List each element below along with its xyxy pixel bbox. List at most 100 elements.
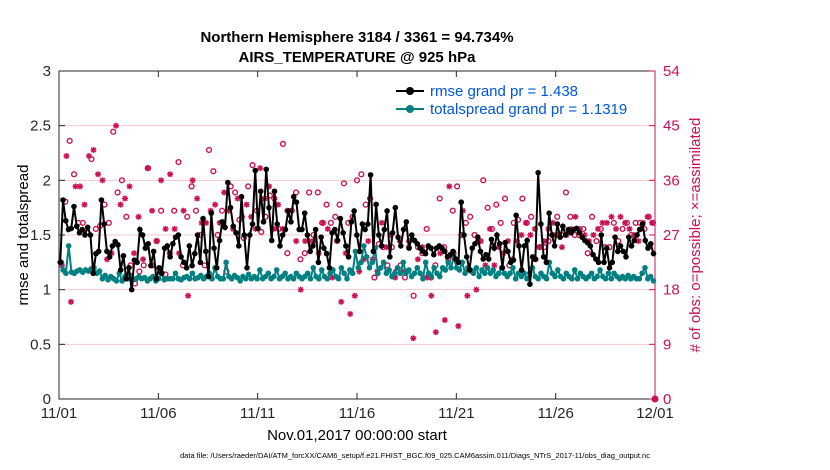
rmse-point <box>79 226 86 233</box>
obs-assimilated-point <box>626 225 633 232</box>
totalspread-point <box>411 270 418 277</box>
rmse-point <box>348 219 355 225</box>
obs-assimilated-point <box>482 262 489 269</box>
rmse-point <box>554 221 561 227</box>
totalspread-point <box>442 267 449 273</box>
rmse-point <box>156 265 162 271</box>
rmse-point <box>560 223 566 230</box>
data-file-footer: data file: /Users/raeder/DAI/ATM_forcXX/… <box>180 451 650 460</box>
rmse-point <box>139 232 146 238</box>
obs-assimilated-point <box>590 232 597 238</box>
obs-possible-point <box>480 177 487 184</box>
rmse-point <box>235 243 242 249</box>
obs-assimilated-point <box>608 213 615 220</box>
obs-assimilated-point <box>441 317 448 324</box>
totalspread-point <box>361 243 367 249</box>
obs-assimilated-point <box>86 153 93 160</box>
rmse-point <box>400 226 407 233</box>
rmse-point <box>389 230 396 236</box>
rmse-point <box>90 270 97 277</box>
rmse-point <box>483 251 489 258</box>
rmse-point <box>115 242 121 248</box>
chart-title: Northern Hemisphere 3184 / 3361 = 94.734… <box>200 29 513 46</box>
rmse-point <box>458 199 465 205</box>
obs-possible-point <box>258 228 265 236</box>
rmse-point <box>516 243 522 249</box>
rmse-point <box>398 243 404 249</box>
totalspread-point <box>310 265 317 271</box>
obs-assimilated-point <box>212 201 219 208</box>
totalspread-point <box>414 265 421 271</box>
obs-assimilated-point <box>603 219 610 226</box>
rmse-point <box>494 232 500 238</box>
totalspread-point <box>265 270 272 277</box>
obs-possible-point <box>301 250 308 257</box>
obs-assimilated-point <box>122 195 129 202</box>
obs-assimilated-point <box>131 250 138 257</box>
obs-possible-point <box>110 128 117 135</box>
rmse-point <box>82 232 88 238</box>
rmse-point <box>194 232 201 238</box>
obs-assimilated-point <box>266 183 273 190</box>
y2-axis-label: # of obs: o=possible; ×=assimilated <box>687 118 704 353</box>
totalspread-point <box>102 272 109 279</box>
x-tick-label: 11/21 <box>438 405 474 422</box>
rmse-point <box>211 245 217 251</box>
rmse-point <box>145 240 151 247</box>
totalspread-point <box>507 270 513 277</box>
rmse-point <box>387 254 393 260</box>
rmse-point <box>620 248 627 255</box>
totalspread-point <box>282 270 288 277</box>
obs-assimilated-point <box>437 250 444 257</box>
obs-possible-point <box>501 195 509 202</box>
rmse-point <box>606 265 613 271</box>
legend-spread-marker <box>406 105 414 113</box>
obs-assimilated-point <box>599 219 606 226</box>
obs-assimilated-point <box>621 219 628 226</box>
totalspread-point <box>476 273 482 280</box>
rmse-point <box>604 245 610 251</box>
obs-possible-point <box>284 250 291 257</box>
rmse-point <box>181 259 187 266</box>
obs-assimilated-point <box>135 213 142 220</box>
rmse-point <box>60 197 66 203</box>
obs-assimilated-point <box>531 225 538 232</box>
totalspread-point <box>608 275 615 282</box>
totalspread-point <box>397 270 404 277</box>
obs-assimilated-point <box>194 195 201 202</box>
rmse-point <box>277 243 283 249</box>
rmse-point <box>623 254 629 260</box>
obs-assimilated-point <box>351 292 358 299</box>
obs-possible-point <box>327 219 334 226</box>
rmse-point <box>562 232 569 238</box>
obs-assimilated-point <box>162 225 169 232</box>
rmse-point <box>587 243 594 249</box>
obs-assimilated-point <box>270 225 277 232</box>
obs-possible-point <box>436 195 443 202</box>
obs-possible-point <box>567 213 574 220</box>
obs-possible-point <box>449 207 456 214</box>
rmse-point <box>384 208 390 214</box>
obs-assimilated-point <box>347 310 354 317</box>
totalspread-point <box>647 273 654 280</box>
rmse-point <box>285 208 292 214</box>
rmse-point <box>164 243 171 249</box>
rmse-point <box>117 267 124 273</box>
obs-possible-point <box>314 189 321 196</box>
obs-assimilated-point <box>342 250 349 257</box>
legend-spread-label: totalspread grand pr = 1.1319 <box>430 101 627 118</box>
rmse-point <box>474 234 481 240</box>
rmse-point <box>543 259 550 266</box>
rmse-point <box>450 248 456 255</box>
rmse-point <box>549 232 555 238</box>
obs-assimilated-point <box>581 232 588 238</box>
rmse-point <box>532 256 539 262</box>
obs-assimilated-point <box>392 274 399 281</box>
totalspread-point <box>484 265 491 271</box>
rmse-point <box>290 193 297 200</box>
rmse-point <box>513 212 519 219</box>
y-axis-label: rmse and totalspread <box>15 165 32 306</box>
x-tick-label: 11/01 <box>41 405 77 422</box>
obs-assimilated-point <box>140 256 147 263</box>
rmse-point <box>106 254 113 260</box>
